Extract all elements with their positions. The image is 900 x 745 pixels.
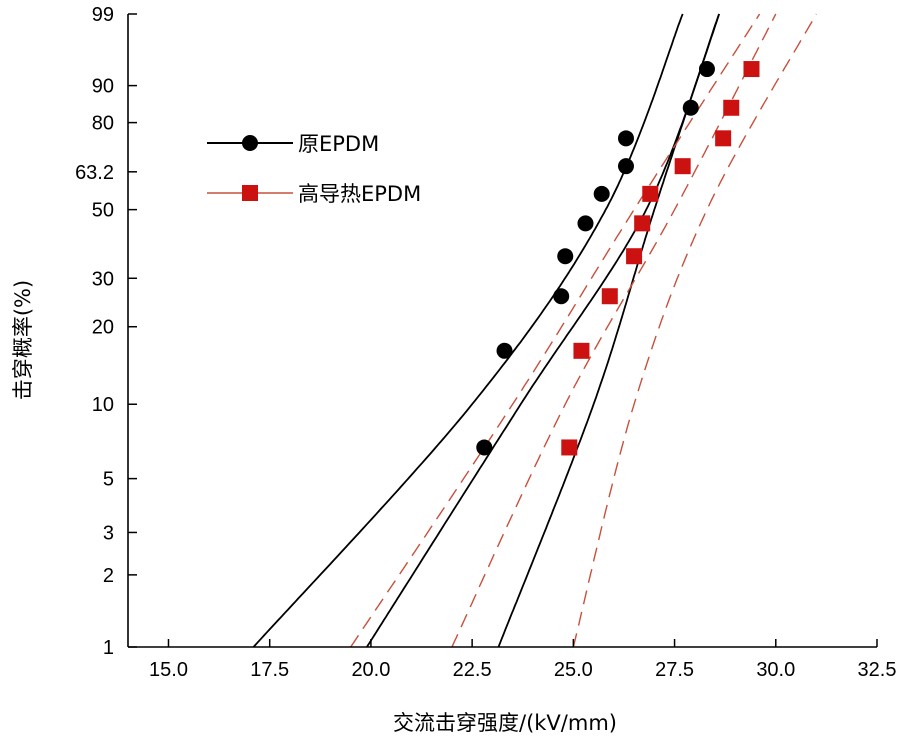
data-point-original <box>476 439 493 456</box>
legend-label-original: 原EPDM <box>298 132 379 156</box>
legend-marker-original <box>242 135 258 151</box>
axes-layer: 15.0 17.5 20.0 22.5 25.0 27.5 30.0 32.5 1 2 3 5 10 20… <box>75 4 896 681</box>
data-point-original <box>617 158 634 175</box>
fit-line-original <box>497 13 720 648</box>
y-tick-label: 50 <box>92 200 114 222</box>
x-axis-title: 交流击穿强度/(kV/mm) <box>393 711 617 735</box>
data-point-original <box>577 215 594 232</box>
data-point-high-thermal <box>573 342 590 359</box>
x-tick-label: 30.0 <box>756 659 795 681</box>
data-point-original <box>496 342 513 359</box>
confidence-bound-high-thermal <box>572 13 817 648</box>
x-tick-label: 27.5 <box>655 659 694 681</box>
fit-line-high-thermal <box>451 13 777 648</box>
legend: 原EPDM 高导热EPDM <box>207 132 421 206</box>
y-tick-label: 3 <box>103 522 114 544</box>
data-point-original <box>617 130 634 147</box>
y-tick-label: 5 <box>103 469 114 491</box>
data-point-original <box>553 288 570 305</box>
y-tick-label: 63.2 <box>75 162 114 184</box>
marker-layer <box>476 61 760 456</box>
data-point-high-thermal <box>626 248 643 265</box>
y-tick-label: 80 <box>92 113 114 135</box>
confidence-bound-high-thermal <box>350 13 761 648</box>
data-point-original <box>557 248 574 265</box>
data-point-high-thermal <box>642 185 659 202</box>
data-point-high-thermal <box>634 215 651 232</box>
data-point-high-thermal <box>715 130 732 147</box>
y-tick-label: 20 <box>92 317 114 339</box>
confidence-bound-original <box>252 13 684 648</box>
y-tick-label: 1 <box>103 637 114 659</box>
data-point-high-thermal <box>561 439 578 456</box>
curve-layer <box>252 13 817 648</box>
data-point-original <box>682 99 699 116</box>
data-point-high-thermal <box>743 61 760 78</box>
data-point-original <box>593 185 610 202</box>
y-tick-label: 99 <box>92 4 114 26</box>
y-tick-label: 10 <box>92 394 114 416</box>
confidence-bound-original <box>366 13 720 648</box>
x-tick-label: 15.0 <box>149 659 188 681</box>
legend-marker-high-thermal <box>242 185 258 201</box>
y-tick-label: 2 <box>103 565 114 587</box>
x-tick-label: 17.5 <box>250 659 289 681</box>
legend-label-high-thermal: 高导热EPDM <box>298 182 421 206</box>
data-point-original <box>698 61 715 78</box>
x-tick-label: 22.5 <box>453 659 492 681</box>
x-tick-label: 20.0 <box>351 659 390 681</box>
y-axis-title: 击穿概率(%) <box>11 280 35 400</box>
x-tick-label: 25.0 <box>554 659 593 681</box>
y-tick-label: 30 <box>92 268 114 290</box>
data-point-high-thermal <box>723 99 740 116</box>
data-point-high-thermal <box>674 158 691 175</box>
y-tick-label: 90 <box>92 76 114 98</box>
x-tick-label: 32.5 <box>858 659 897 681</box>
data-point-high-thermal <box>601 288 618 305</box>
